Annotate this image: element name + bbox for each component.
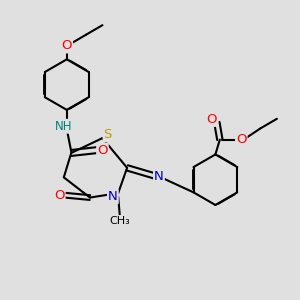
Text: O: O — [61, 40, 72, 52]
Text: O: O — [206, 113, 217, 126]
Text: O: O — [97, 143, 108, 157]
Text: NH: NH — [55, 120, 72, 133]
Text: O: O — [54, 189, 64, 202]
Text: N: N — [108, 190, 118, 203]
Text: O: O — [236, 133, 247, 146]
Text: N: N — [154, 170, 164, 183]
Text: S: S — [103, 128, 112, 141]
Text: CH₃: CH₃ — [109, 216, 130, 226]
